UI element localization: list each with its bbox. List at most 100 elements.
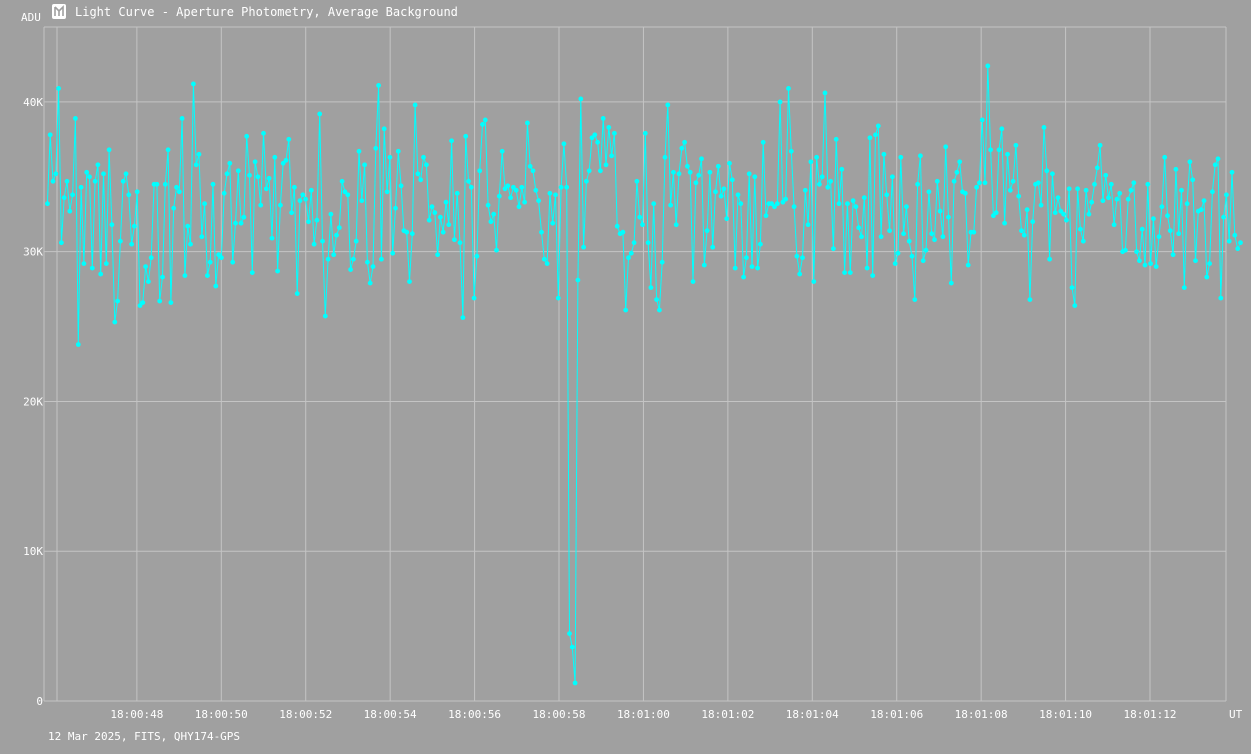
x-axis-label: UT (1229, 708, 1243, 721)
data-point (811, 279, 817, 284)
data-point (519, 184, 525, 190)
data-point (1215, 156, 1221, 162)
data-point (603, 162, 609, 168)
data-point (67, 208, 73, 214)
data-point (746, 171, 752, 177)
data-point (755, 265, 760, 271)
data-point (494, 247, 499, 253)
data-point (693, 180, 699, 186)
data-point (50, 178, 56, 184)
data-point (1083, 187, 1089, 193)
data-point (362, 162, 367, 168)
y-tick-label: 10K (23, 545, 43, 558)
data-point (1016, 193, 1022, 199)
y-axis-label: ADU (21, 11, 41, 24)
data-point (1019, 228, 1024, 234)
data-point (707, 169, 713, 175)
data-point (800, 255, 805, 261)
data-point (421, 154, 426, 160)
data-point (449, 138, 454, 144)
x-tick-label: 18:01:12 (1124, 708, 1177, 721)
data-point (241, 214, 247, 220)
data-point (81, 261, 87, 266)
data-point (962, 190, 968, 196)
x-axis-ticks: 18:00:48 18:00:50 18:00:52 18:00:54 18:00:56… (110, 708, 1176, 721)
data-point (626, 255, 631, 261)
data-point (794, 253, 800, 259)
data-point (1151, 216, 1156, 222)
data-point (146, 279, 151, 284)
data-point (269, 235, 275, 241)
data-point (165, 147, 171, 153)
data-point (297, 198, 303, 204)
data-point (817, 181, 822, 187)
data-point (1190, 177, 1196, 183)
data-point (645, 240, 651, 246)
x-tick-label: 18:00:52 (279, 708, 332, 721)
data-point (123, 171, 129, 177)
data-point (84, 169, 90, 175)
data-point (522, 199, 527, 205)
data-point (1162, 154, 1168, 160)
data-point (322, 313, 328, 319)
data-point (261, 130, 266, 136)
data-point (676, 171, 682, 177)
footer-caption: 12 Mar 2025, FITS, QHY174-GPS (48, 730, 240, 743)
data-point (120, 178, 126, 184)
data-point (558, 184, 564, 190)
data-point (342, 189, 348, 195)
data-point (263, 186, 269, 192)
light-curve-series (45, 63, 1243, 686)
x-tick-label: 18:01:04 (786, 708, 839, 721)
data-point (741, 274, 746, 280)
data-point (996, 147, 1002, 153)
data-point (898, 154, 904, 160)
data-point (685, 163, 690, 169)
data-point (249, 270, 255, 275)
data-point (595, 139, 600, 145)
data-point (729, 177, 735, 183)
data-point (544, 261, 550, 266)
data-point (1117, 190, 1123, 196)
data-point (331, 252, 337, 258)
data-point (668, 202, 673, 208)
data-point (92, 178, 98, 184)
data-point (320, 238, 325, 244)
data-point (1047, 256, 1052, 262)
data-point (589, 135, 595, 141)
data-point (999, 126, 1005, 132)
data-point (1035, 180, 1041, 186)
data-point (471, 295, 477, 301)
data-point (182, 273, 188, 278)
data-point (1106, 195, 1111, 201)
data-point (547, 190, 553, 196)
data-point (390, 250, 396, 256)
data-point (687, 169, 693, 175)
data-point (70, 192, 75, 198)
data-point (867, 135, 873, 141)
data-point (398, 183, 404, 189)
data-point (727, 160, 732, 166)
data-point (892, 261, 898, 266)
data-point (480, 122, 485, 127)
data-point (1184, 201, 1190, 207)
data-point (314, 217, 320, 223)
data-point (438, 214, 443, 220)
data-point (923, 247, 929, 253)
x-tick-label: 18:00:50 (195, 708, 248, 721)
data-point (915, 181, 920, 187)
data-point (407, 279, 412, 284)
data-point (387, 154, 393, 160)
data-point (73, 116, 78, 121)
data-point (1229, 169, 1235, 175)
data-point (188, 241, 193, 247)
data-point (1207, 261, 1212, 266)
data-point (308, 187, 314, 193)
data-point (499, 148, 505, 154)
data-point (435, 252, 440, 258)
data-point (224, 171, 230, 177)
data-point (572, 680, 578, 686)
data-point (822, 90, 828, 96)
data-point (539, 229, 544, 235)
